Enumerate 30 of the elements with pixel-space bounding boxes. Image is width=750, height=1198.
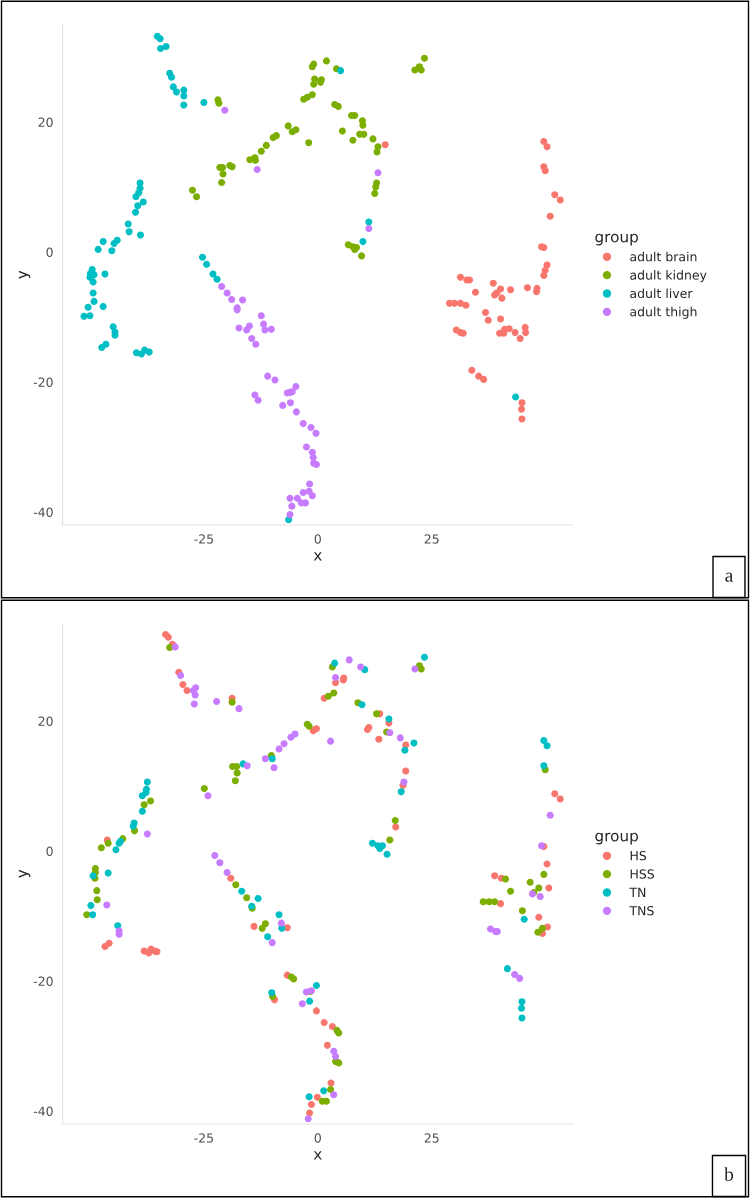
legend-label: HSS: [630, 869, 655, 879]
x-tick-label: 25: [424, 1133, 439, 1143]
y-tick-label: -40: [33, 1106, 53, 1116]
legend-label: TN: [629, 887, 646, 897]
y-tick-label: 0: [46, 846, 53, 856]
y-tick-label: 20: [38, 117, 53, 127]
legend-label: adult liver: [630, 288, 693, 299]
y-tick-label: 0: [46, 247, 53, 257]
y-tick-label: 20: [38, 716, 53, 726]
x-axis-title: x: [313, 1151, 322, 1160]
y-axis-title: y: [18, 869, 31, 878]
x-tick-label: 25: [424, 534, 439, 544]
x-tick-label: 0: [314, 1133, 321, 1143]
text: b: [724, 1167, 734, 1181]
y-axis-title: y: [18, 270, 31, 279]
legend-title: group: [595, 832, 638, 845]
x-axis-title: x: [313, 552, 322, 561]
legend-title: group: [595, 233, 638, 246]
x-tick-label: 0: [314, 534, 321, 544]
y-tick-label: -20: [33, 976, 53, 986]
legend-label: TNS: [629, 905, 654, 916]
text: a: [725, 572, 734, 582]
x-tick-label: -25: [194, 534, 213, 544]
x-tick-label: -25: [194, 1133, 213, 1143]
legend-label: HS: [630, 850, 647, 861]
legend-label: adult kidney: [630, 270, 707, 283]
y-tick-label: -20: [33, 377, 53, 387]
legend-label: adult thigh: [630, 306, 697, 319]
y-tick-label: -40: [33, 507, 53, 517]
legend-label: adult brain: [630, 251, 697, 262]
